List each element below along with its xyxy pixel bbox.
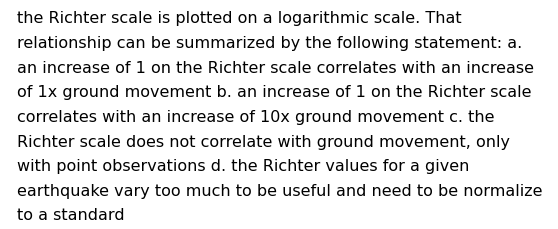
Text: the Richter scale is plotted on a logarithmic scale. That: the Richter scale is plotted on a logari… bbox=[17, 11, 461, 26]
Text: with point observations d. the Richter values for a given: with point observations d. the Richter v… bbox=[17, 158, 469, 173]
Text: an increase of 1 on the Richter scale correlates with an increase: an increase of 1 on the Richter scale co… bbox=[17, 60, 534, 75]
Text: Richter scale does not correlate with ground movement, only: Richter scale does not correlate with gr… bbox=[17, 134, 510, 149]
Text: relationship can be summarized by the following statement: a.: relationship can be summarized by the fo… bbox=[17, 36, 522, 51]
Text: of 1x ground movement b. an increase of 1 on the Richter scale: of 1x ground movement b. an increase of … bbox=[17, 85, 531, 100]
Text: to a standard: to a standard bbox=[17, 207, 124, 222]
Text: correlates with an increase of 10x ground movement c. the: correlates with an increase of 10x groun… bbox=[17, 109, 494, 124]
Text: earthquake vary too much to be useful and need to be normalize: earthquake vary too much to be useful an… bbox=[17, 183, 542, 198]
